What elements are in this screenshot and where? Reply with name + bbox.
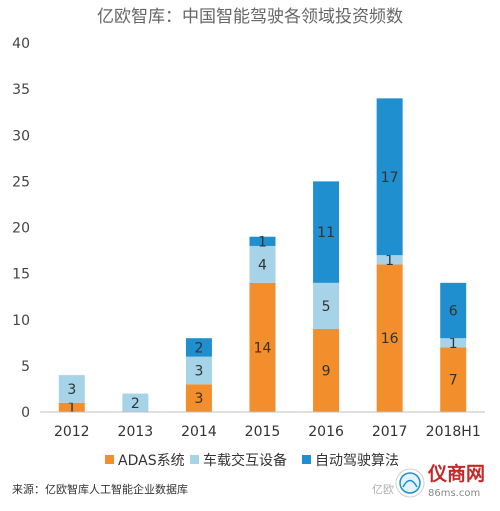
bar-segment: [440, 347, 467, 412]
bar-value-label: 6: [449, 304, 458, 320]
bar-segment: [185, 338, 212, 357]
bar-segment: [376, 264, 403, 412]
y-tick-label: 0: [21, 405, 30, 421]
bar-segment: [376, 255, 403, 265]
bar-segment: [249, 245, 276, 283]
y-tick-label: 20: [12, 221, 30, 237]
y-tick-label: 10: [12, 313, 30, 329]
bar-value-label: 4: [258, 257, 267, 273]
bar-segment: [58, 375, 85, 403]
bar-value-label: 3: [67, 382, 76, 398]
x-tick-label: 2012: [54, 424, 90, 440]
watermark: 亿欧 仪商网 86ms.com: [372, 462, 485, 499]
x-tick-label: 2018H1: [426, 424, 481, 440]
x-tick-label: 2017: [372, 424, 408, 440]
watermark-logo-url: 86ms.com: [428, 488, 480, 499]
watermark-logo-text: 仪商网: [427, 462, 485, 485]
bar-value-label: 16: [381, 331, 399, 347]
bar-value-label: 2: [131, 396, 140, 412]
bar-value-label: 11: [317, 225, 335, 241]
bar-value-label: 1: [449, 336, 458, 352]
legend-label: ADAS系统: [118, 453, 185, 469]
bar-value-label: 1: [258, 234, 267, 250]
y-tick-label: 35: [12, 82, 30, 98]
bar-segment: [440, 338, 467, 348]
bar-value-label: 9: [322, 363, 331, 379]
bar-value-label: 3: [194, 391, 203, 407]
y-axis-ticks: 0 5 10 15 20 25 30 35 40: [12, 36, 30, 421]
bar-value-label: 1: [385, 253, 394, 269]
bar-value-label: 7: [449, 373, 458, 389]
y-tick-label: 25: [12, 174, 30, 190]
y-tick-label: 30: [12, 128, 30, 144]
bar-segment: [249, 236, 276, 246]
bar-segment: [313, 328, 340, 412]
x-axis-labels: 2012 2013 2014 2015 2016 2017 2018H1: [54, 424, 481, 440]
legend-swatch: [190, 455, 199, 464]
bar-segment: [122, 393, 149, 412]
legend-label: 车载交互设备: [203, 452, 287, 469]
bar-segment: [249, 282, 276, 412]
bar-segment: [376, 98, 403, 256]
legend-swatch: [302, 455, 311, 464]
bar-segment: [185, 384, 212, 412]
bar-segment: [58, 402, 85, 412]
x-tick-label: 2016: [308, 424, 344, 440]
bar-value-label: 5: [322, 299, 331, 315]
bar-value-label: 1: [67, 400, 76, 416]
bar-segment: [313, 181, 340, 283]
bar-value-label: 2: [194, 340, 203, 356]
bar-value-label: 17: [381, 170, 399, 186]
x-tick-label: 2013: [118, 424, 154, 440]
legend: ADAS系统 车载交互设备 自动驾驶算法: [105, 452, 399, 469]
source-note: 来源：亿欧智库人工智能企业数据库: [12, 482, 188, 496]
bar-value-label: 14: [254, 340, 272, 356]
watermark-logo-icon: [395, 468, 425, 498]
y-tick-label: 40: [12, 36, 30, 52]
x-tick-label: 2014: [181, 424, 217, 440]
bar-value-label: 3: [194, 363, 203, 379]
watermark-partial-text: 亿欧: [372, 483, 394, 496]
bar-segment: [185, 356, 212, 385]
bar-segment: [440, 282, 467, 339]
legend-swatch: [105, 455, 114, 464]
bar-segment: [313, 282, 340, 329]
x-tick-label: 2015: [245, 424, 281, 440]
y-tick-label: 5: [21, 359, 30, 375]
y-tick-label: 15: [12, 267, 30, 283]
chart-title: 亿欧智库：中国智能驾驶各领域投资频数: [97, 7, 403, 27]
legend-label: 自动驾驶算法: [315, 453, 399, 469]
